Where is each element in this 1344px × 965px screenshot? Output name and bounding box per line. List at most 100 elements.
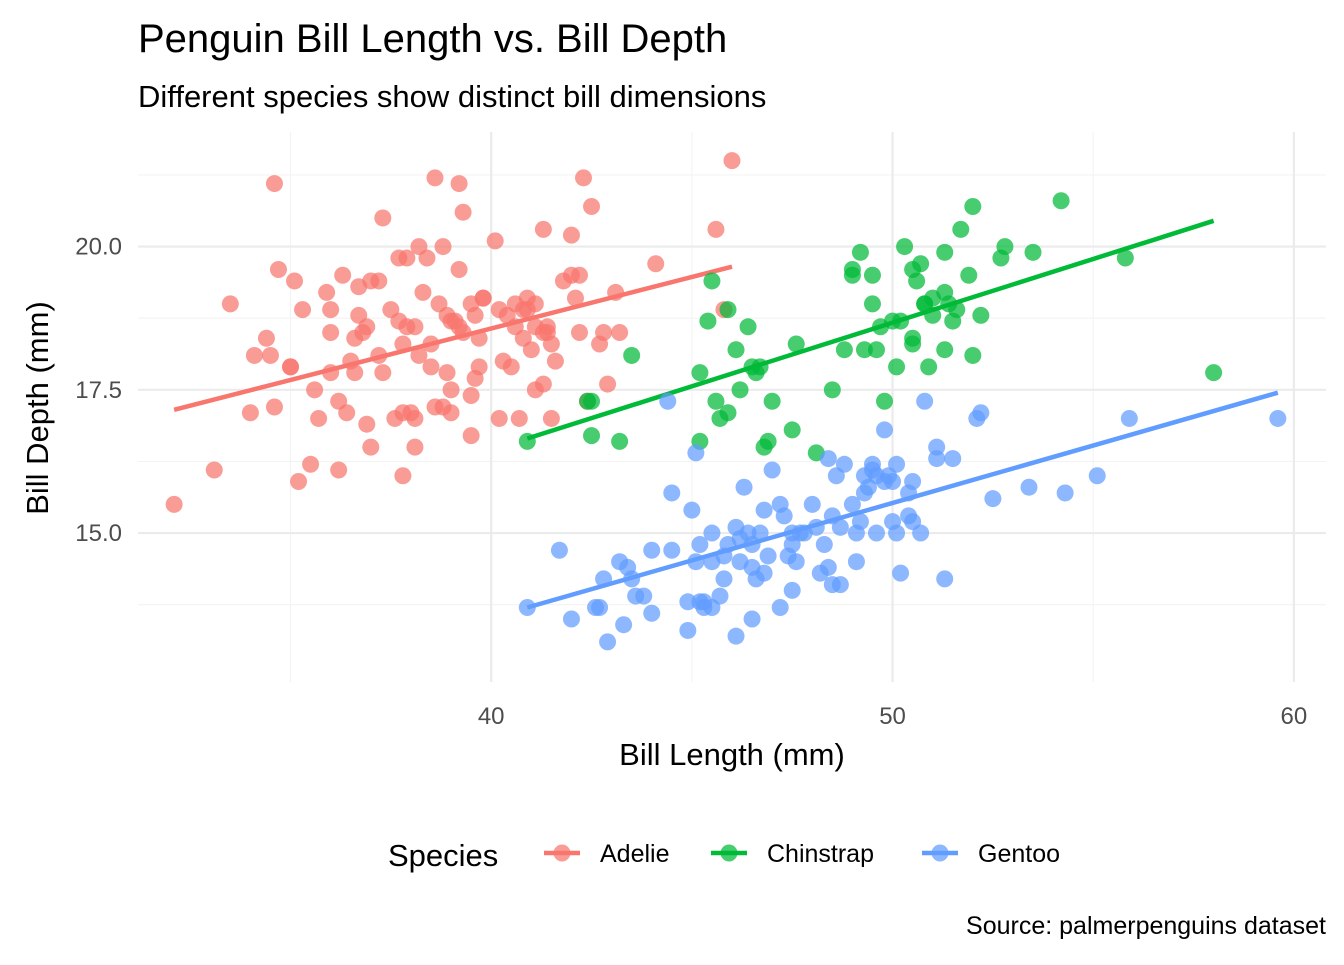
adelie-point (318, 283, 336, 301)
chinstrap-point (960, 266, 978, 284)
adelie-point (261, 346, 279, 364)
legend-item-chinstrap: Chinstrap (711, 840, 874, 868)
gentoo-point (643, 604, 661, 622)
adelie-point (406, 318, 424, 336)
gentoo-point (687, 553, 705, 571)
adelie-point (438, 364, 456, 382)
gentoo-point (855, 467, 873, 485)
adelie-point (422, 335, 440, 353)
gentoo-point (847, 553, 865, 571)
gentoo-point (755, 564, 773, 582)
adelie-point (358, 318, 376, 336)
adelie-point (570, 324, 588, 342)
adelie-point (486, 232, 504, 250)
adelie-point (294, 301, 312, 319)
adelie-point (346, 329, 364, 347)
chart-subtitle: Different species show distinct bill dim… (138, 79, 766, 114)
chinstrap-point (896, 238, 914, 256)
gentoo-point (803, 495, 821, 513)
legend-item-gentoo: Gentoo (922, 840, 1060, 868)
x-axis-title: Bill Length (mm) (619, 737, 845, 772)
adelie-point (322, 301, 340, 319)
adelie-point (502, 358, 520, 376)
chinstrap-point (904, 335, 922, 353)
adelie-point (566, 289, 584, 307)
gentoo-point (591, 599, 609, 617)
adelie-legend-marker (553, 844, 571, 862)
chinstrap-point (731, 381, 749, 399)
adelie-point (450, 261, 468, 278)
adelie-point (426, 398, 444, 416)
adelie-point (402, 404, 420, 422)
gentoo-point (1020, 478, 1038, 496)
legend-title: Species (388, 838, 498, 873)
gentoo-point (783, 536, 801, 553)
gentoo-point (1120, 409, 1138, 427)
chinstrap-point (863, 295, 881, 313)
gentoo-point (835, 455, 853, 473)
gentoo-point (679, 621, 697, 639)
y-tick-label: 17.5 (75, 377, 122, 404)
axis-ticks: 40 50 60 15.0 17.5 20.0 (75, 234, 1307, 730)
gentoo-point (1056, 484, 1074, 502)
adelie-point (334, 266, 352, 284)
gentoo-point (775, 507, 793, 525)
adelie-point (269, 261, 287, 278)
y-tick-label: 20.0 (75, 234, 122, 261)
adelie-point (534, 324, 552, 342)
chinstrap-point (1024, 243, 1042, 261)
gentoo-point (643, 541, 661, 559)
adelie-point (599, 375, 617, 393)
legend: Species Adelie Chinstrap Gentoo (388, 838, 1060, 873)
chinstrap-point (863, 266, 881, 284)
gentoo-point (851, 513, 869, 531)
gentoo-point (659, 392, 677, 410)
adelie-point (442, 381, 460, 399)
adelie-point (570, 266, 588, 284)
adelie-point (426, 169, 444, 187)
chinstrap-point (763, 392, 781, 410)
adelie-point (562, 226, 580, 244)
adelie-point (607, 283, 625, 301)
gentoo-point (771, 599, 789, 617)
legend-label-chinstrap: Chinstrap (767, 840, 874, 868)
gentoo-point (715, 570, 733, 588)
chinstrap-point (691, 364, 709, 382)
adelie-point (306, 381, 324, 399)
gentoo-point (763, 461, 781, 479)
adelie-point (546, 352, 564, 370)
gentoo-point (783, 581, 801, 599)
chinstrap-point (707, 392, 725, 410)
adelie-point (518, 289, 536, 307)
chinstrap-point (964, 197, 982, 215)
adelie-point (534, 220, 552, 238)
adelie-point (595, 324, 613, 342)
data-points (165, 152, 1287, 651)
chinstrap-point (936, 243, 954, 261)
chinstrap-point (739, 318, 757, 336)
adelie-point (330, 461, 348, 479)
gentoo-point (635, 587, 653, 605)
chinstrap-point (835, 341, 853, 359)
chinstrap-point (783, 421, 801, 439)
adelie-point (470, 358, 488, 376)
gentoo-point (727, 518, 745, 536)
gentoo-point (683, 501, 701, 519)
chinstrap-point (843, 261, 861, 278)
adelie-point (442, 404, 460, 422)
adelie-point (438, 306, 456, 324)
gentoo-point (755, 501, 773, 519)
chinstrap-point (583, 392, 601, 410)
adelie-point (470, 329, 488, 347)
gentoo-point (831, 576, 849, 594)
adelie-point (346, 364, 364, 382)
adelie-point (241, 404, 259, 422)
adelie-point (390, 249, 408, 267)
gentoo-point (599, 633, 617, 651)
gentoo-point (787, 553, 805, 571)
gentoo-point (912, 524, 930, 542)
adelie-point (374, 364, 392, 382)
gentoo-point (623, 570, 641, 588)
